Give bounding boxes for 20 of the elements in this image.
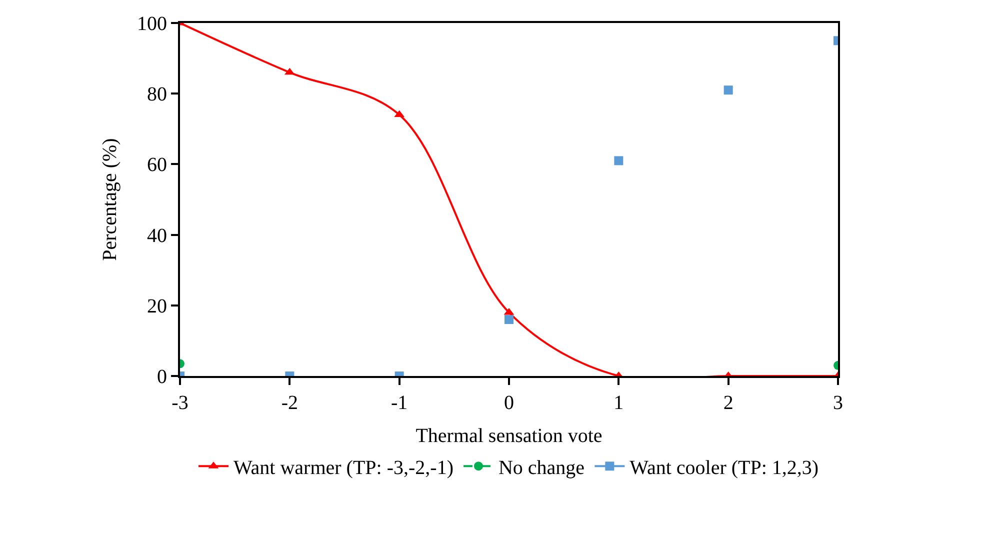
x-tick-label: -1 [390,392,408,414]
x-tick-label: 1 [614,392,624,414]
point [724,86,733,95]
y-tick-label: 60 [147,154,167,176]
x-tick-label: 0 [504,392,514,414]
y-tick-label: 0 [157,366,167,388]
point [614,156,624,166]
x-axis-title: Thermal sensation vote [416,425,602,447]
y-tick-label: 20 [147,295,167,318]
y-tick-label: 40 [147,224,167,247]
y-axis-title: Percentage (%) [99,138,121,261]
legend-label: Want warmer (TP: -3,-2,-1) [234,456,454,479]
x-tick-label: -2 [281,392,298,414]
x-tick-label: -3 [172,392,188,414]
legend-label: No change [498,456,585,479]
legend-label: Want cooler (TP: 1,2,3) [630,456,819,479]
y-tick-label: 80 [147,84,167,106]
y-tick-label: 100 [137,13,167,35]
x-tick-label: 3 [833,392,843,414]
x-tick-label: 2 [723,392,734,414]
